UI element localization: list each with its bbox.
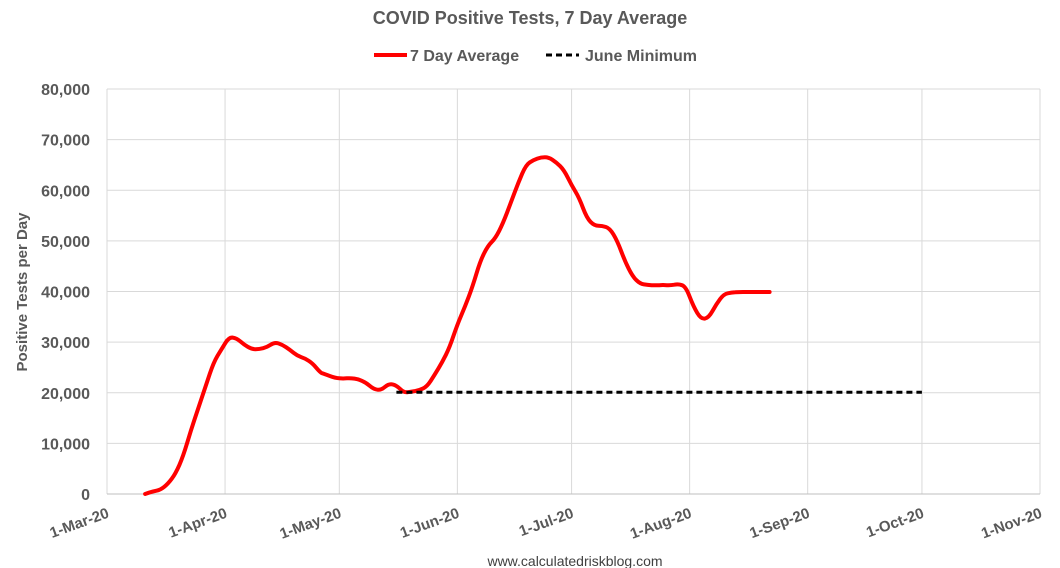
y-tick-label: 20,000 (41, 386, 90, 403)
x-tick-label: 1-Jun-20 (398, 505, 462, 542)
x-tick-label: 1-Nov-20 (979, 505, 1044, 543)
x-tick-label: 1-Apr-20 (166, 505, 229, 542)
y-axis-ticks: 0 10,000 20,000 30,000 40,000 50,000 60,000 70,… (41, 82, 90, 504)
x-tick-label: 1-Aug-20 (628, 505, 694, 543)
y-tick-label: 30,000 (41, 335, 90, 352)
gridlines (106, 88, 1041, 495)
x-tick-label: 1-Sep-20 (747, 505, 812, 542)
y-tick-label: 10,000 (41, 436, 90, 453)
x-tick-label: 1-Oct-20 (864, 505, 926, 542)
y-tick-label: 50,000 (41, 234, 90, 251)
legend-label-7-day-average: 7 Day Average (410, 48, 519, 65)
y-tick-label: 80,000 (41, 82, 90, 99)
y-tick-label: 40,000 (41, 285, 90, 302)
series-line-7-day-average (143, 155, 772, 496)
y-tick-label: 60,000 (41, 183, 90, 200)
legend-label-june-minimum: June Minimum (585, 48, 697, 65)
chart-title: COVID Positive Tests, 7 Day Average (373, 8, 687, 28)
x-tick-label: 1-Jul-20 (517, 505, 576, 540)
x-axis-ticks: 1-Mar-20 1-Apr-20 1-May-20 1-Jun-20 1-Jul-20… (48, 505, 1045, 543)
x-tick-label: 1-May-20 (278, 505, 344, 543)
y-tick-label: 0 (81, 487, 90, 504)
legend: 7 Day Average June Minimum (374, 48, 697, 65)
x-tick-label: 1-Mar-20 (48, 505, 112, 542)
y-tick-label: 70,000 (41, 133, 90, 150)
y-axis-label: Positive Tests per Day (14, 212, 31, 372)
source-credit: www.calculatedriskblog.com (486, 553, 662, 568)
series-layer (143, 155, 922, 496)
